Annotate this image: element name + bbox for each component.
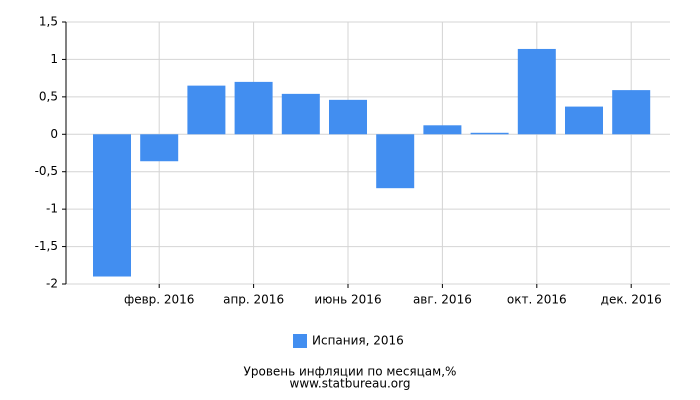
y-tick-label: 1 [50,52,58,66]
bar [470,132,509,135]
x-tick-label: февр. 2016 [124,293,195,307]
x-tick-label: авг. 2016 [413,293,472,307]
bar [376,134,415,189]
x-tick-label: апр. 2016 [223,293,284,307]
bar [281,93,320,135]
y-tick-label: 0 [50,127,58,141]
y-tick-label: -1,5 [35,239,58,253]
chart-title: Уровень инфляции по месяцам,% [244,365,457,379]
bar [423,125,462,135]
legend-swatch [293,334,307,348]
y-tick-label: -1 [46,202,58,216]
x-tick-label: окт. 2016 [507,293,567,307]
bar [612,90,651,135]
y-tick-label: -0,5 [35,164,58,178]
bar [329,99,367,135]
bar [187,85,226,135]
legend-label: Испания, 2016 [312,334,404,348]
bar [517,48,556,135]
bar [140,134,179,162]
y-tick-label: -2 [46,277,58,291]
chart-subtitle: www.statbureau.org [290,377,411,391]
bar [93,134,131,277]
x-tick-label: июнь 2016 [314,293,381,307]
y-tick-label: 0,5 [39,89,58,103]
x-tick-label: дек. 2016 [601,293,662,307]
bar [234,81,273,135]
y-tick-label: 1,5 [39,15,58,29]
bar [565,106,603,135]
